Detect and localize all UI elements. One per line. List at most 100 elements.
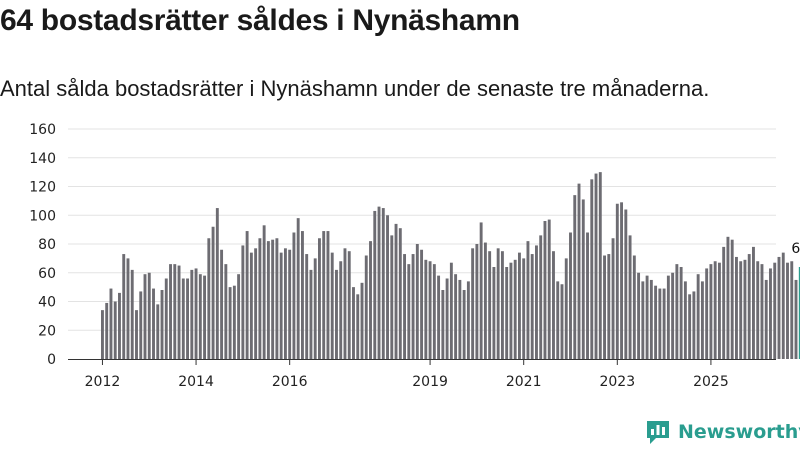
- bar: [352, 287, 355, 360]
- x-tick-label: 2016: [272, 374, 308, 390]
- bar: [786, 262, 789, 359]
- bar: [662, 288, 666, 359]
- bar: [309, 269, 313, 360]
- bar: [615, 203, 619, 359]
- bar: [335, 269, 338, 360]
- bar: [118, 292, 121, 360]
- bar: [224, 264, 228, 360]
- bar: [675, 264, 679, 360]
- bar: [364, 255, 368, 359]
- bar-latest: [798, 267, 800, 359]
- bar: [169, 264, 172, 360]
- bar: [424, 259, 428, 359]
- bar: [228, 287, 232, 360]
- bar: [339, 261, 343, 359]
- bar: [373, 210, 377, 359]
- bar: [632, 255, 636, 359]
- bar: [275, 238, 279, 359]
- bar: [369, 241, 372, 360]
- bar: [752, 246, 755, 360]
- bar: [509, 262, 513, 359]
- x-tick-label: 2025: [693, 374, 729, 390]
- bar: [403, 254, 407, 359]
- bar: [101, 310, 104, 360]
- bar: [432, 264, 436, 360]
- bar: [330, 252, 334, 360]
- bar: [628, 235, 632, 360]
- bar: [122, 254, 126, 359]
- bar: [156, 304, 160, 360]
- bar: [769, 268, 772, 359]
- x-tick-label: 2012: [85, 374, 121, 390]
- bar: [318, 238, 321, 359]
- y-tick-label: 20: [38, 323, 56, 339]
- bar: [292, 232, 296, 359]
- bar: [598, 172, 602, 360]
- y-tick-label: 40: [38, 295, 56, 311]
- bar: [147, 272, 151, 359]
- bar: [781, 252, 785, 360]
- bar: [381, 208, 385, 359]
- bar: [671, 272, 675, 359]
- bar: [700, 281, 704, 360]
- bar: [386, 215, 389, 359]
- bar: [739, 261, 743, 359]
- bar: [641, 281, 645, 360]
- bar: [522, 258, 526, 360]
- bar: [411, 254, 415, 359]
- bar: [254, 248, 258, 359]
- bar: [279, 252, 283, 360]
- bar: [547, 219, 551, 359]
- bar: [109, 288, 113, 359]
- bar: [649, 279, 653, 359]
- bar: [283, 248, 287, 359]
- bar: [764, 279, 768, 359]
- bar: [586, 232, 589, 359]
- bar: [743, 259, 747, 359]
- bar: [305, 254, 309, 359]
- bar: [160, 290, 164, 359]
- bar: [654, 285, 658, 359]
- bar: [441, 290, 445, 359]
- bar: [607, 254, 611, 359]
- bar: [658, 288, 662, 359]
- bar: [135, 310, 138, 360]
- bar: [322, 231, 326, 359]
- bar: [466, 281, 470, 360]
- bar: [717, 262, 721, 359]
- bar: [296, 218, 300, 360]
- bar: [152, 288, 155, 359]
- bar: [539, 235, 543, 360]
- bar: [624, 209, 628, 359]
- bar: [560, 284, 564, 359]
- bar: [564, 258, 568, 360]
- x-tick-label: 2023: [599, 374, 635, 390]
- bar: [343, 248, 347, 359]
- bar: [211, 226, 215, 359]
- chart-title: 64 bostadsrätter såldes i Nynäshamn: [0, 4, 520, 37]
- bar: [377, 206, 381, 360]
- bar: [215, 208, 219, 359]
- bar: [398, 228, 402, 359]
- x-tick-label: 2014: [178, 374, 214, 390]
- bar: [500, 251, 504, 359]
- bar: [492, 267, 496, 359]
- bar: [241, 245, 245, 359]
- bar: [590, 179, 594, 359]
- bar: [471, 248, 475, 359]
- bar: [407, 264, 411, 360]
- bar: [556, 281, 560, 360]
- bar: [300, 231, 304, 359]
- bar: [143, 274, 147, 359]
- bar: [620, 202, 624, 359]
- newsworthy-logo-icon: [647, 421, 669, 444]
- bar: [415, 244, 419, 359]
- bar: [709, 264, 713, 360]
- bar: [462, 290, 466, 359]
- bar: [130, 269, 134, 360]
- bar: [573, 195, 577, 360]
- bar: [696, 274, 700, 359]
- bar: [552, 251, 555, 359]
- latest-value-label: 64: [791, 241, 800, 257]
